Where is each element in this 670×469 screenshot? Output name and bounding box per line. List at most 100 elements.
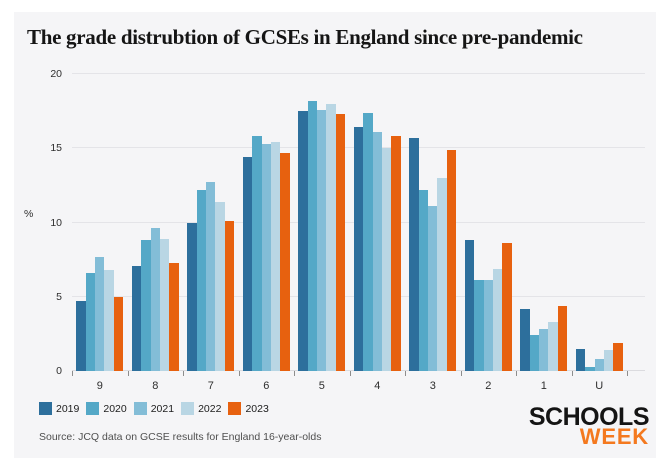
bar-group-grade-3: 3: [405, 74, 461, 392]
source-text: Source: JCQ data on GCSE results for Eng…: [39, 431, 322, 443]
axis-tick-10: [627, 371, 628, 376]
bar-2021-grade-2: [483, 280, 493, 371]
bar-2020-grade-2: [474, 280, 484, 371]
bar-2021-grade-3: [428, 206, 438, 371]
gridline-20: [72, 73, 645, 74]
y-tick-label-20: 20: [50, 68, 62, 80]
axis-tick-6: [405, 371, 406, 376]
legend-label-2023: 2023: [245, 402, 269, 415]
bar-2021-grade-5: [317, 109, 327, 371]
bar-2022-grade-6: [270, 142, 281, 371]
legend-item-2019: 2019: [39, 402, 79, 415]
x-tick-label-U: U: [595, 380, 604, 392]
bar-2019-grade-7: [187, 222, 197, 371]
bar-2020-grade-U: [585, 366, 595, 371]
bar-2023-grade-6: [280, 152, 290, 371]
bar-group-grade-1: 1: [516, 74, 572, 392]
bar-2020-grade-9: [85, 273, 96, 371]
bar-2021-grade-U: [594, 359, 604, 371]
bar-2020-grade-6: [252, 136, 262, 371]
x-tick-label-2: 2: [485, 380, 492, 392]
logo-schools-text: SCHOOLS: [528, 403, 650, 431]
x-tick-label-1: 1: [540, 380, 547, 392]
bar-group-grade-9: 9: [72, 74, 128, 392]
bar-2022-grade-7: [215, 201, 225, 371]
x-tick-label-6: 6: [263, 380, 270, 392]
bar-2023-grade-9: [113, 296, 124, 371]
chart-title: The grade distrubtion of GCSEs in Englan…: [27, 25, 583, 49]
x-tick-label-3: 3: [429, 380, 436, 392]
bar-2022-grade-2: [492, 268, 503, 371]
legend-item-2022: 2022: [181, 402, 221, 415]
bar-group-grade-4: 4: [350, 74, 406, 392]
bar-2023-grade-U: [613, 342, 623, 371]
axis-tick-1: [127, 371, 129, 376]
axis-tick-7: [460, 371, 462, 376]
bar-2022-grade-8: [159, 238, 170, 371]
bar-2020-grade-3: [418, 189, 429, 371]
x-tick-label-5: 5: [318, 380, 325, 392]
bar-2019-grade-4: [353, 127, 364, 371]
legend-item-2021: 2021: [133, 402, 175, 415]
logo-week-text: WEEK: [579, 424, 649, 449]
bar-2021-grade-4: [372, 131, 382, 371]
legend-label-2021: 2021: [150, 402, 175, 415]
bar-group-grade-5: 5: [294, 74, 350, 392]
bar-2021-grade-7: [206, 182, 216, 371]
bar-2021-grade-9: [95, 256, 105, 371]
y-tick-label-5: 5: [56, 290, 62, 303]
axis-tick-5: [349, 371, 351, 376]
legend-label-2022: 2022: [198, 402, 222, 415]
axis-tick-8: [516, 371, 517, 376]
legend: 2019 2020 2021 2022 2023: [39, 402, 276, 415]
bar-2023-grade-2: [502, 243, 512, 371]
bar-2022-grade-9: [104, 270, 114, 371]
bar-2023-grade-1: [557, 305, 568, 371]
legend-item-2020: 2020: [86, 402, 127, 415]
bar-2022-grade-4: [381, 148, 392, 371]
bar-2022-grade-1: [548, 322, 558, 371]
bar-2020-grade-7: [196, 189, 207, 371]
y-tick-label-10: 10: [50, 216, 62, 229]
bar-2020-grade-1: [529, 335, 540, 371]
legend-swatch-2019: [39, 402, 52, 415]
bar-2019-grade-5: [298, 111, 308, 371]
chart-card: The grade distrubtion of GCSEs in Englan…: [14, 12, 656, 458]
bar-2021-grade-8: [150, 228, 160, 371]
bar-2020-grade-4: [363, 112, 373, 371]
legend-swatch-2023: [228, 402, 242, 415]
bar-group-grade-7: 7: [183, 74, 239, 392]
bar-2019-grade-U: [575, 348, 586, 371]
legend-swatch-2020: [86, 402, 100, 415]
legend-swatch-2021: [133, 402, 147, 415]
bar-2019-grade-8: [131, 265, 142, 371]
bar-group-grade-2: 2: [461, 74, 517, 392]
bar-2022-grade-5: [326, 103, 336, 371]
bar-2023-grade-7: [224, 221, 235, 371]
x-tick-label-4: 4: [374, 380, 381, 392]
bar-2023-grade-8: [169, 262, 179, 371]
axis-tick-4: [294, 371, 295, 376]
bar-2019-grade-6: [242, 157, 253, 371]
bar-2022-grade-3: [437, 177, 447, 371]
axis-tick-9: [571, 371, 573, 376]
bar-groups: 9 8 7 6 5 4 3 2 1 U: [72, 74, 628, 392]
bar-2019-grade-9: [76, 301, 86, 371]
legend-label-2020: 2020: [103, 402, 127, 415]
x-tick-label-7: 7: [207, 380, 214, 392]
x-tick-label-8: 8: [152, 380, 159, 392]
bar-2019-grade-3: [409, 137, 419, 371]
bar-2023-grade-4: [391, 136, 401, 371]
bar-group-grade-8: 8: [128, 74, 184, 392]
y-axis-unit-label: %: [24, 208, 34, 220]
bar-group-grade-U: U: [572, 74, 628, 392]
bar-2019-grade-1: [520, 308, 530, 371]
axis-tick-0: [72, 371, 73, 376]
bar-2019-grade-2: [464, 240, 475, 371]
y-tick-label-0: 0: [56, 365, 62, 377]
bar-group-grade-6: 6: [239, 74, 295, 392]
legend-item-2023: 2023: [228, 402, 269, 415]
bar-2020-grade-5: [307, 100, 318, 371]
x-tick-label-9: 9: [96, 380, 103, 392]
plot-area: 0 5 10 15 20 9 8 7 6 5 4 3 2 1 U: [50, 68, 645, 392]
